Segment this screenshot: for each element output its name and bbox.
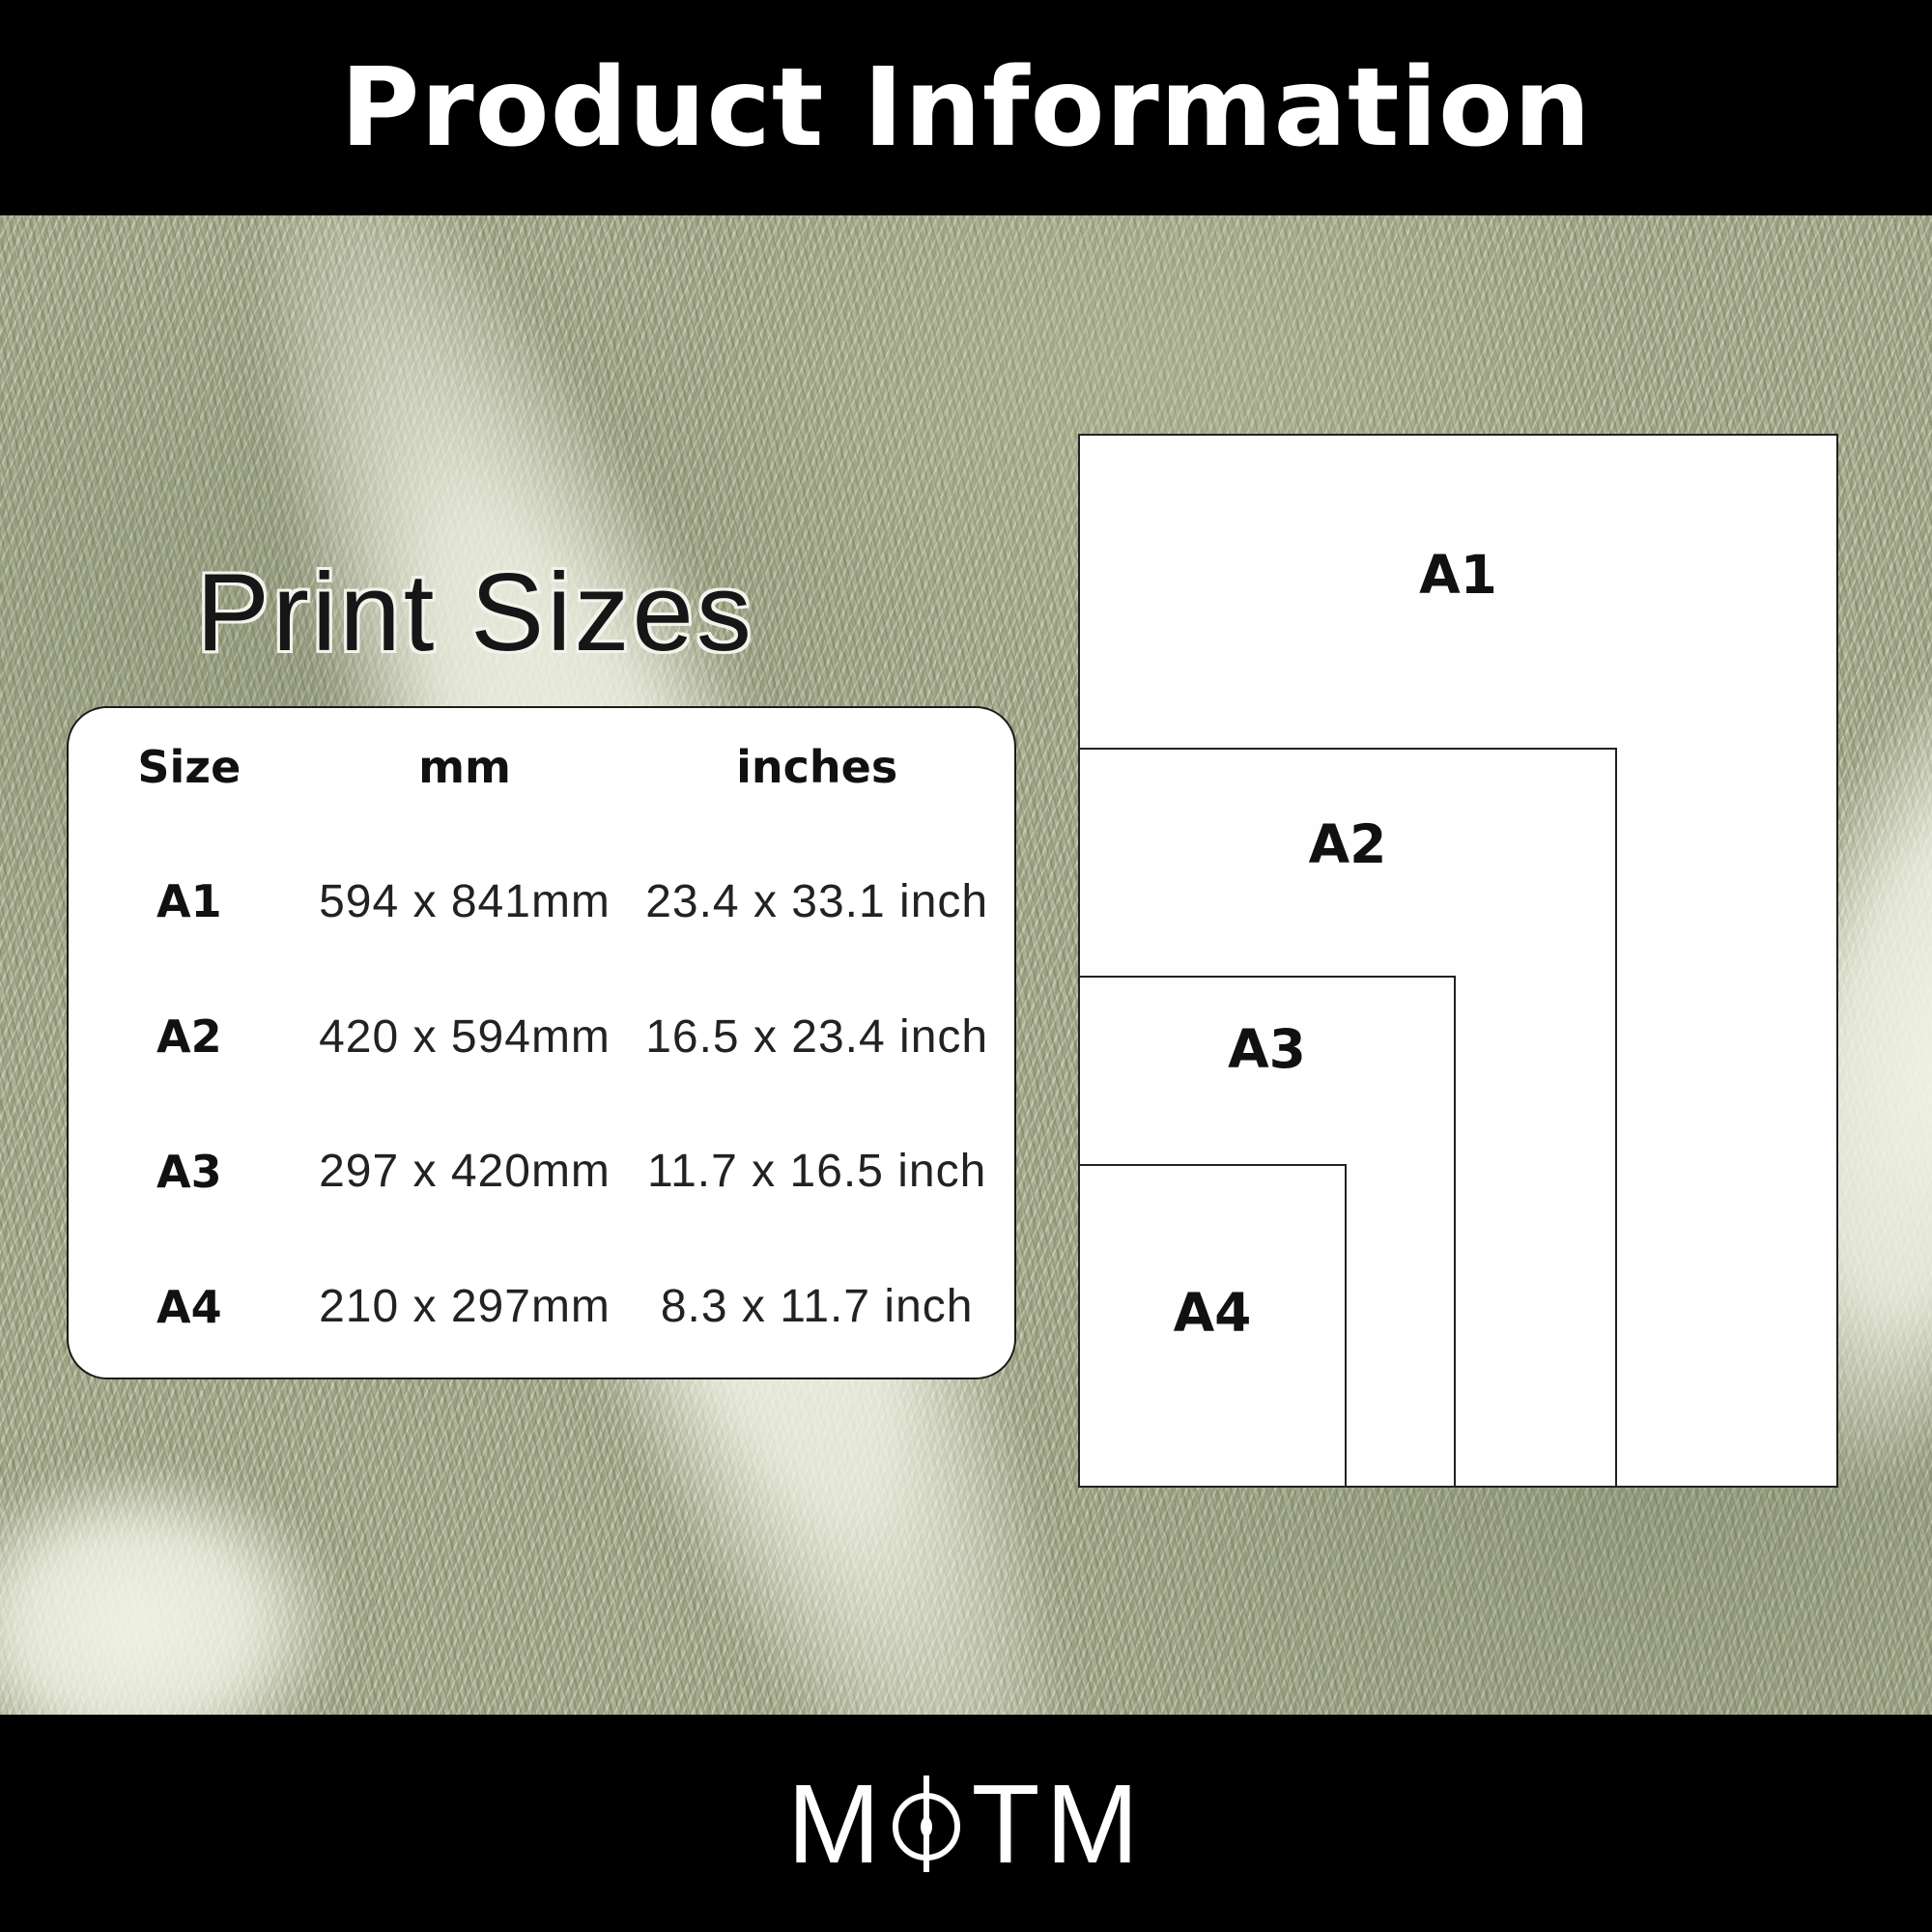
size-label: A4 (156, 1280, 222, 1333)
inch-value: 16.5 x 23.4 inch (645, 1010, 989, 1063)
mm-value: 420 x 594mm (319, 1010, 611, 1063)
column-header-mm: mm (418, 741, 511, 793)
mm-value: 210 x 297mm (319, 1281, 611, 1332)
paper-size-label-a3: A3 (1228, 1018, 1306, 1080)
table-row-a1: A1 594 x 841mm 23.4 x 33.1 inch (90, 875, 993, 928)
table-row-a3: A3 297 x 420mm 11.7 x 16.5 inch (90, 1145, 993, 1198)
column-header-size: Size (137, 741, 242, 793)
header-bar: Product Information (0, 0, 1932, 215)
paper-size-label-a2: A2 (1308, 813, 1387, 875)
size-label: A3 (156, 1145, 222, 1198)
paper-size-rect-a4: A4 (1078, 1164, 1347, 1488)
inch-value: 8.3 x 11.7 inch (660, 1281, 974, 1332)
mm-value: 594 x 841mm (319, 875, 611, 927)
table-row-a2: A2 420 x 594mm 16.5 x 23.4 inch (90, 1010, 993, 1064)
inch-value: 23.4 x 33.1 inch (645, 875, 989, 927)
pitch-line-bottom-left (0, 1462, 348, 1715)
inch-value: 11.7 x 16.5 inch (646, 1146, 987, 1198)
page-title: Product Information (340, 44, 1592, 171)
motm-logo: M TM (787, 1768, 1145, 1880)
table-row-a4: A4 210 x 297mm 8.3 x 11.7 inch (90, 1280, 993, 1333)
football-centre-circle-icon (892, 1775, 960, 1872)
print-size-table-card: Size mm inches A1 594 x 841mm 23.4 x 33.… (67, 706, 1016, 1379)
logo-letter-m: M (786, 1760, 887, 1887)
logo-letter-tm: TM (971, 1760, 1146, 1887)
size-label: A2 (156, 1010, 222, 1063)
column-header-inches: inches (736, 741, 898, 793)
paper-size-label-a4: A4 (1173, 1282, 1252, 1344)
mm-value: 297 x 420mm (319, 1146, 611, 1198)
footer-bar: M TM (0, 1715, 1932, 1932)
section-title: Print Sizes (196, 552, 754, 674)
grass-pitch-background: Print Sizes Size mm inches A1 594 x 841m… (0, 215, 1932, 1715)
paper-size-label-a1: A1 (1419, 544, 1497, 606)
table-header-row: Size mm inches (90, 741, 993, 793)
size-label: A1 (156, 875, 222, 928)
